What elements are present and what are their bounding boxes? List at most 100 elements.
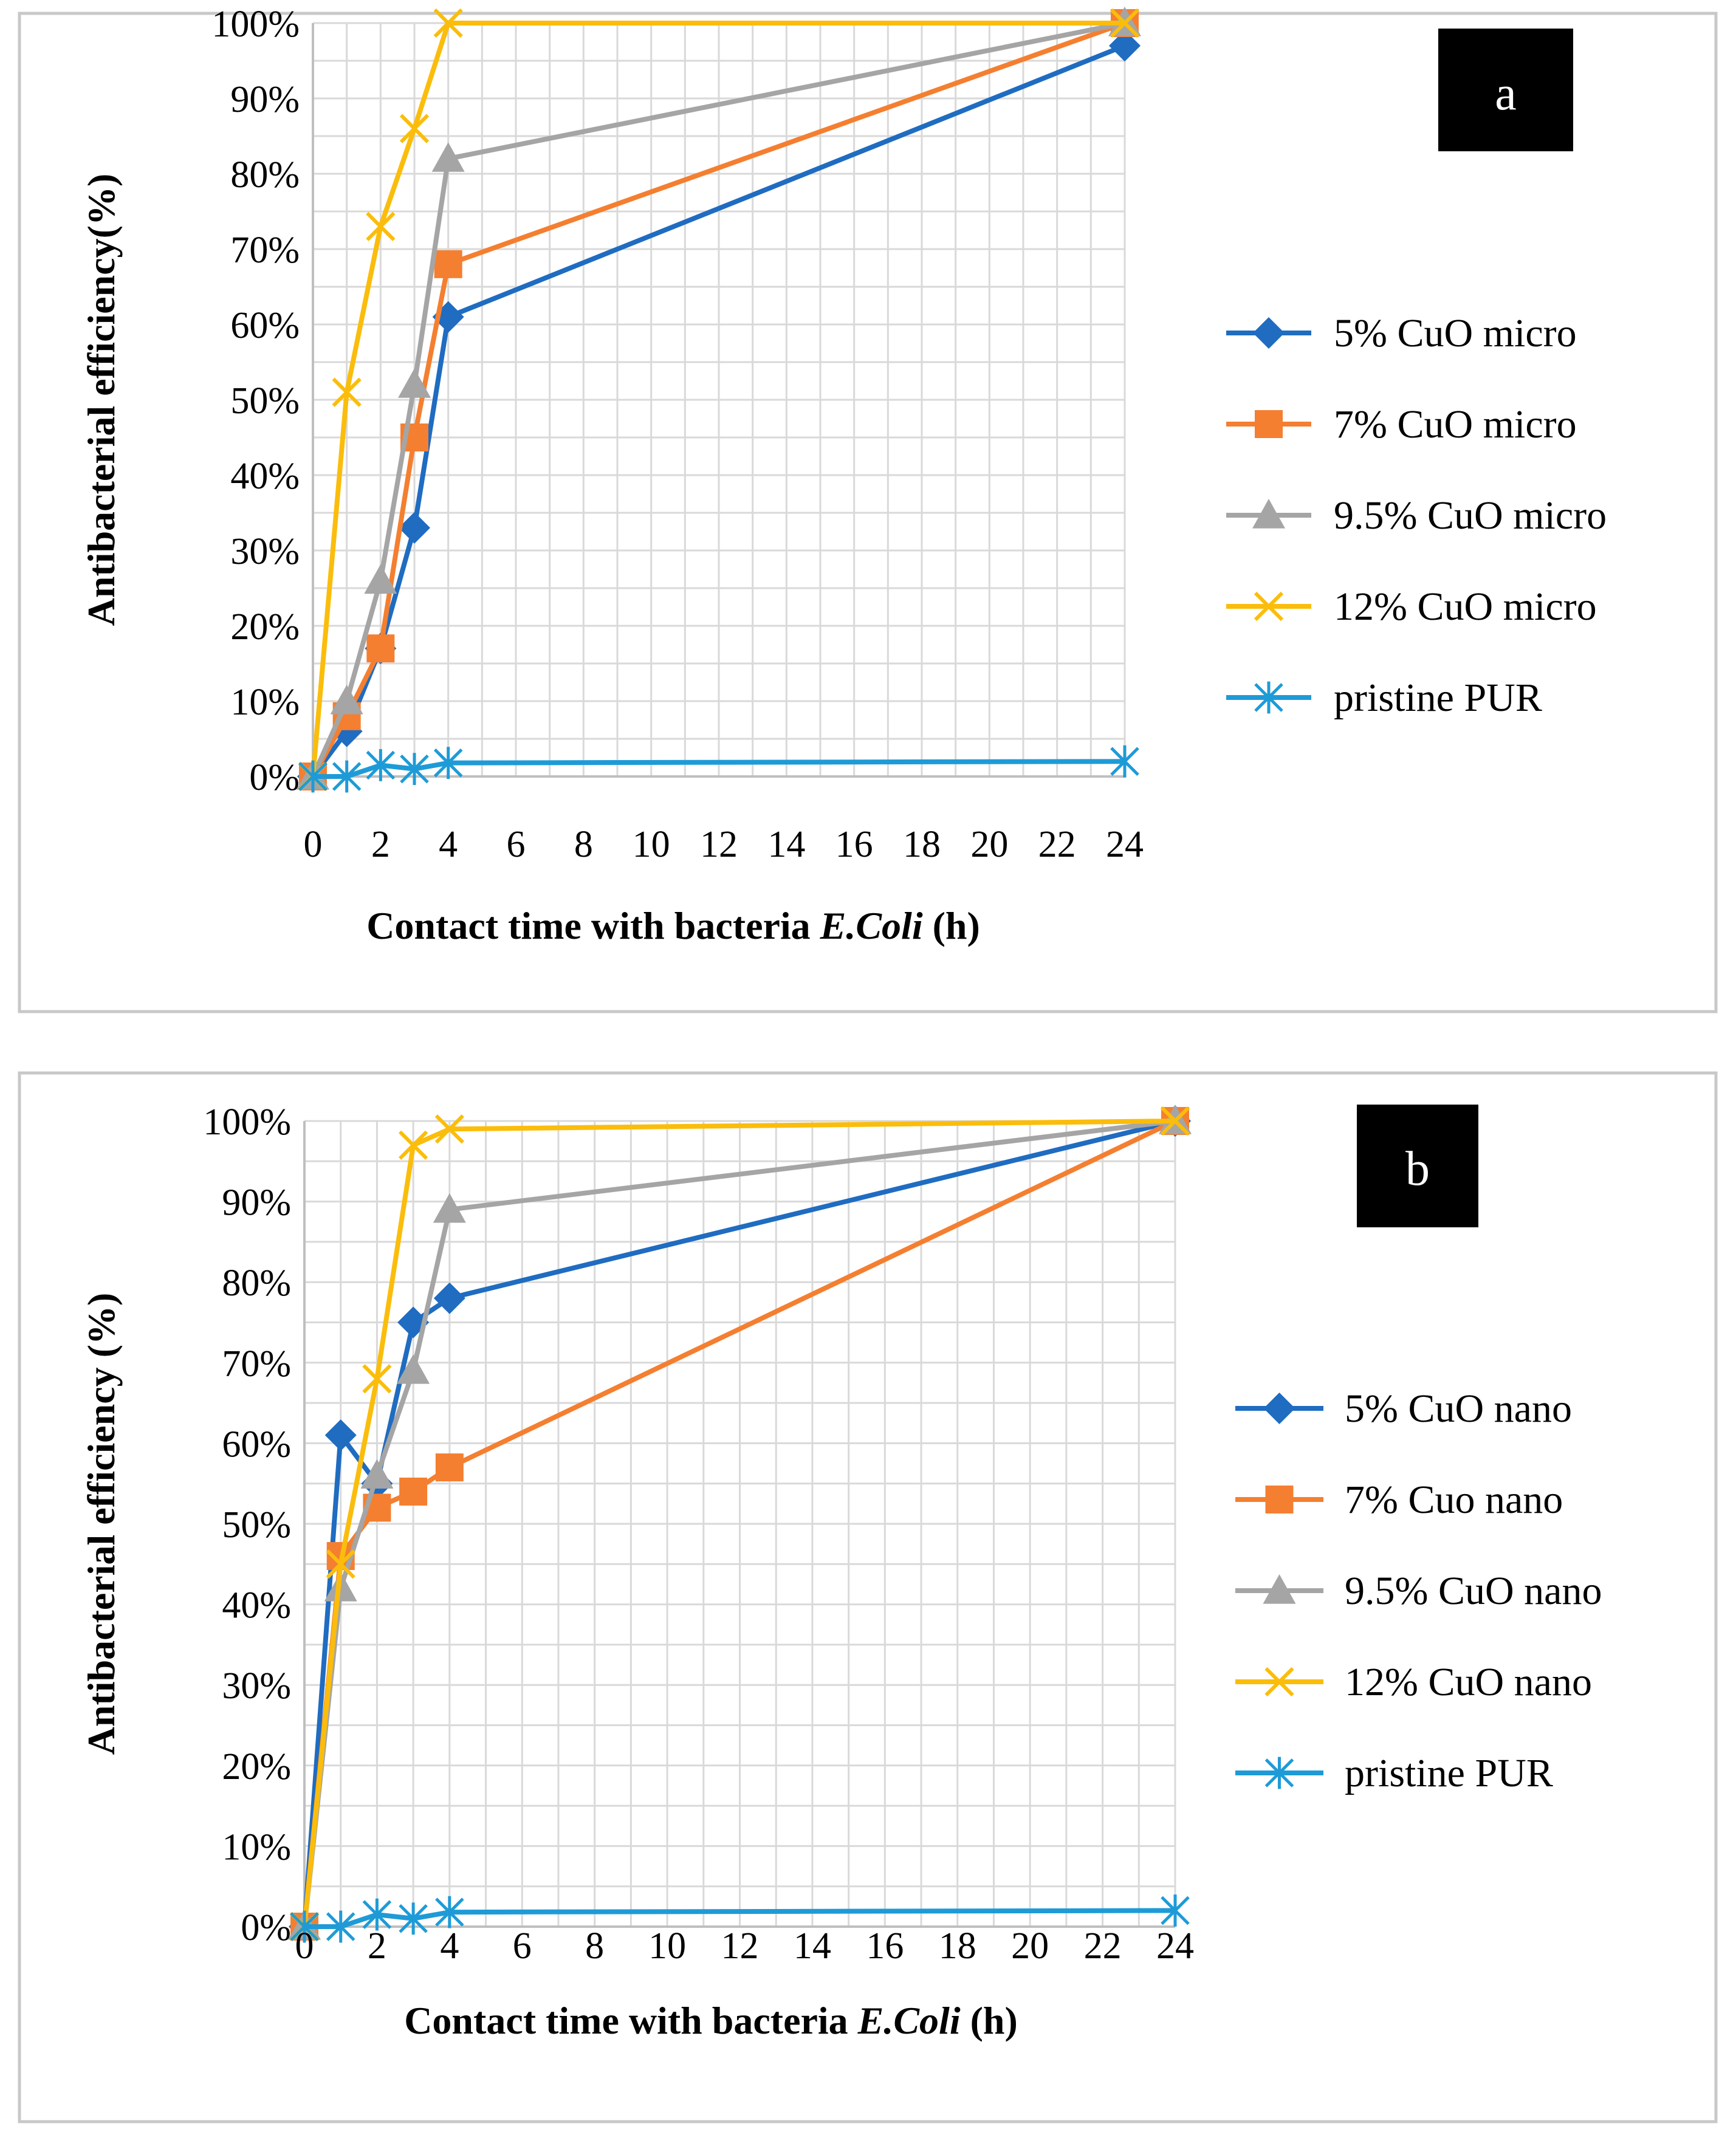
data-point [362, 1898, 392, 1931]
data-point [330, 685, 363, 715]
tick-labels: 0%10%20%30%40%50%60%70%80%90%100%0 2 4 6 8 10… [203, 1102, 1194, 1967]
x-tick-label: 20 [970, 824, 1008, 865]
panel-label: b [1405, 1142, 1430, 1196]
y-tick-label: 80% [230, 154, 300, 196]
y-tick-label: 70% [230, 230, 300, 271]
y-tick-label: 30% [222, 1665, 291, 1707]
series-line [310, 21, 1125, 777]
y-tick-label: 30% [230, 531, 300, 572]
legend-item: pristine PUR [1235, 1751, 1553, 1795]
data-point [1109, 30, 1141, 62]
legend-marker [1263, 1574, 1296, 1604]
x-tick-label: 12 [721, 1925, 759, 1967]
data-point [324, 1419, 357, 1452]
x-axis-title-organism: E.Coli [820, 904, 923, 947]
y-tick-label: 90% [230, 79, 300, 120]
data-point [290, 1910, 319, 1943]
x-tick-label: 24 [1156, 1925, 1194, 1967]
tick-labels: 0%10%20%30%40%50%60%70%80%90%100%0 2 4 6 8 10… [211, 4, 1144, 865]
y-axis-title: Antibacterial efficiency (%) [80, 1293, 123, 1755]
legend-marker [1263, 1393, 1295, 1424]
x-axis-title-text: Contact time with bacteria [404, 1999, 857, 2042]
x-tick-label: 0 [304, 824, 323, 865]
data-point [434, 1114, 464, 1144]
data-point [433, 1193, 466, 1223]
x-axis-title: Contact time with bacteria E.Coli (h) [404, 1999, 1018, 2042]
y-tick-label: 10% [230, 682, 300, 723]
x-axis-title-organism: E.Coli [857, 1999, 961, 2042]
x-tick-label: 8 [585, 1925, 604, 1967]
x-tick-label: 10 [633, 824, 670, 865]
data-point [1110, 8, 1140, 38]
y-tick-label: 50% [222, 1504, 291, 1546]
data-point [1110, 745, 1139, 778]
data-point [332, 760, 362, 793]
y-tick-label: 70% [222, 1343, 291, 1385]
panel-label: a [1495, 67, 1517, 120]
series-4 [290, 1894, 1190, 1943]
legend-item: 5% CuO micro [1226, 311, 1577, 355]
data-point [366, 749, 396, 781]
panel-frame [18, 1071, 1718, 2123]
legend-label: 5% CuO micro [1334, 311, 1577, 355]
legend-item: pristine PUR [1226, 676, 1542, 720]
legend-marker [1264, 1757, 1294, 1789]
data-point [433, 8, 463, 38]
legend-marker [1253, 317, 1285, 349]
legend-item: 12% CuO micro [1226, 584, 1597, 629]
data-point [298, 760, 328, 793]
legend-label: pristine PUR [1345, 1751, 1553, 1795]
x-tick-label: 22 [1038, 824, 1076, 865]
legend-item: 12% CuO nano [1235, 1660, 1592, 1704]
series-line [313, 759, 1125, 779]
y-tick-label: 20% [222, 1746, 291, 1788]
y-tick-label: 40% [222, 1585, 291, 1626]
data-point [326, 1549, 355, 1579]
data-point [435, 1453, 464, 1482]
grid [303, 1120, 1176, 1928]
legend-item: 7% CuO micro [1226, 402, 1577, 447]
data-point [399, 1130, 428, 1160]
legend-marker [1264, 1667, 1294, 1697]
legend-item: 5% CuO nano [1235, 1386, 1572, 1431]
y-tick-label: 20% [230, 606, 300, 648]
series-line [302, 1119, 1176, 1927]
legend-marker [1254, 591, 1284, 622]
x-axis-title-unit: (h) [923, 904, 980, 947]
legend: 5% CuO nano 7% Cuo nano 9.5% CuO nano 12% C… [1235, 1386, 1602, 1795]
data-point [399, 1477, 428, 1506]
data-point [435, 1896, 464, 1928]
y-tick-label: 60% [222, 1424, 291, 1465]
data-point [431, 142, 465, 172]
y-tick-label: 100% [211, 4, 300, 45]
data-point [399, 1902, 428, 1935]
x-tick-label: 24 [1106, 824, 1144, 865]
x-tick-label: 0 [295, 1925, 314, 1967]
data-point [364, 564, 397, 594]
x-tick-label: 10 [648, 1925, 686, 1967]
series-layer [297, 7, 1141, 793]
legend-label: 7% CuO micro [1334, 402, 1577, 447]
data-point [1161, 1894, 1190, 1927]
legend-label: 12% CuO micro [1334, 584, 1597, 629]
x-tick-label: 12 [700, 824, 738, 865]
x-tick-label: 4 [440, 1925, 459, 1967]
series-line [304, 1908, 1176, 1929]
legend-label: 9.5% CuO nano [1345, 1569, 1602, 1613]
series-4 [298, 745, 1139, 793]
data-point [433, 1282, 465, 1314]
x-axis-title-unit: (h) [961, 1999, 1018, 2042]
data-point [366, 211, 396, 241]
data-point [362, 1364, 392, 1394]
y-tick-label: 40% [230, 456, 300, 497]
data-point [434, 250, 462, 278]
panel-label-box [1357, 1105, 1478, 1227]
y-tick-label: 50% [230, 380, 300, 422]
y-tick-label: 0% [249, 757, 300, 798]
x-tick-label: 22 [1084, 1925, 1122, 1967]
panel-label-box [1438, 29, 1573, 151]
y-axis-title: Antibacterial efficiency(%) [80, 174, 123, 626]
y-tick-label: 90% [222, 1182, 291, 1224]
data-point [399, 114, 430, 143]
